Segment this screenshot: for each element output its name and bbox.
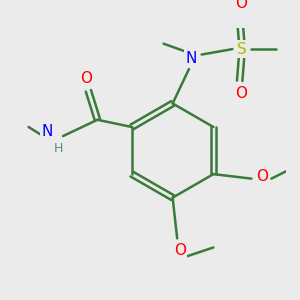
Text: H: H xyxy=(54,142,63,155)
Text: N: N xyxy=(41,124,52,139)
Text: O: O xyxy=(81,70,93,86)
Text: O: O xyxy=(236,0,247,11)
Text: O: O xyxy=(256,169,268,184)
Text: O: O xyxy=(236,86,247,101)
Text: S: S xyxy=(237,42,246,57)
Text: N: N xyxy=(185,51,196,66)
Text: O: O xyxy=(174,243,186,258)
